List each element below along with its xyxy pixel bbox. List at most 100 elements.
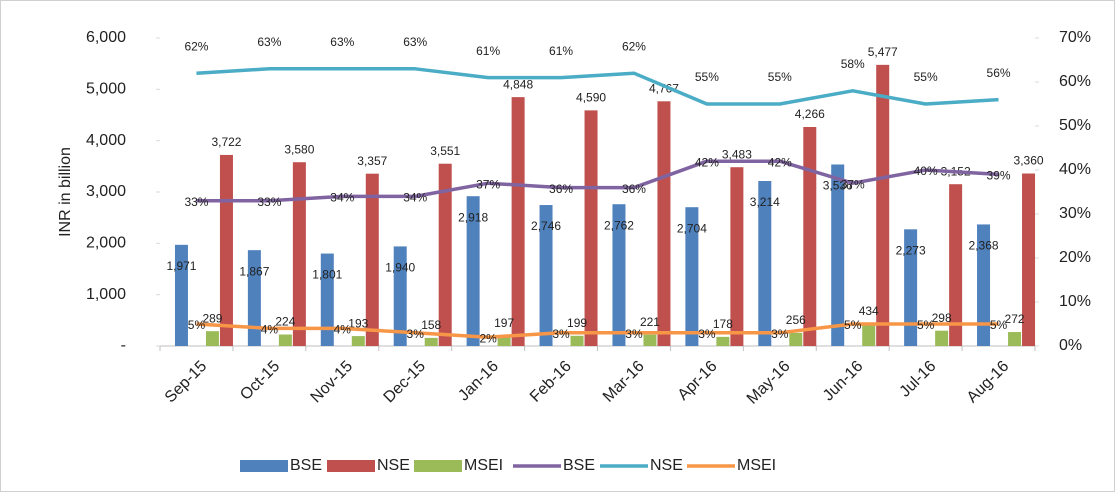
line-value-label: 40% [914, 164, 938, 178]
bar-value-label: 2,918 [458, 210, 488, 224]
bar [789, 332, 803, 346]
bar-value-label: 289 [202, 311, 222, 325]
bar-value-label: 4,767 [649, 81, 679, 95]
bar-value-label: 298 [932, 311, 952, 325]
line-value-label: 62% [622, 39, 646, 53]
bar [977, 224, 991, 346]
bar [497, 335, 511, 346]
bar [643, 334, 657, 346]
line-value-label: 34% [330, 191, 354, 205]
line-value-label: 55% [768, 70, 792, 84]
legend-swatch [414, 460, 462, 472]
bar-value-label: 4,266 [795, 107, 825, 121]
bar-value-label: 2,273 [896, 243, 926, 257]
y2-tick-label: 60% [1059, 73, 1091, 90]
line-value-label: 3% [698, 327, 716, 341]
bar [320, 253, 334, 346]
line-value-label: 5% [990, 318, 1008, 332]
bar [876, 64, 890, 346]
bar-value-label: 224 [275, 315, 295, 329]
bar [803, 127, 817, 347]
bar-value-label: 3,580 [284, 142, 314, 156]
line-value-label: 33% [184, 195, 208, 209]
bar-value-label: 3,722 [211, 135, 241, 149]
bar [758, 181, 772, 346]
legend-label: BSE [563, 457, 595, 474]
bar-value-label: 193 [348, 316, 368, 330]
bar [292, 162, 306, 346]
line-value-label: 58% [841, 57, 865, 71]
line-value-label: 61% [549, 44, 573, 58]
bar-value-label: 1,801 [312, 268, 342, 282]
bar-value-label: 197 [494, 316, 514, 330]
line-value-label: 39% [987, 169, 1011, 183]
legend-label: NSE [650, 457, 683, 474]
bar [205, 331, 219, 346]
bar-value-label: 1,940 [385, 261, 415, 275]
line-value-label: 2% [479, 331, 497, 345]
line-value-label: 5% [917, 318, 935, 332]
bar-value-label: 2,762 [604, 218, 634, 232]
bar [935, 330, 949, 346]
line-value-label: 37% [841, 177, 865, 191]
bar-value-label: 3,360 [1014, 154, 1044, 168]
line-value-label: 42% [695, 155, 719, 169]
y2-tick-label: 40% [1059, 161, 1091, 178]
bar [570, 335, 584, 346]
y2-tick-label: 10% [1059, 293, 1091, 310]
line-value-label: 5% [188, 318, 206, 332]
bar [466, 196, 480, 346]
bar [904, 229, 918, 346]
legend-label: NSE [377, 457, 410, 474]
y-tick-label: - [121, 337, 126, 354]
y-tick-label: 6,000 [86, 29, 126, 46]
bar [424, 337, 438, 346]
line-value-label: 42% [768, 155, 792, 169]
bar [612, 204, 626, 346]
bar-value-label: 2,704 [677, 221, 707, 235]
bar-value-label: 178 [713, 317, 733, 331]
line-value-label: 33% [257, 195, 281, 209]
y2-tick-label: 20% [1059, 249, 1091, 266]
line-value-label: 56% [987, 66, 1011, 80]
line-value-label: 63% [330, 35, 354, 49]
line-value-label: 5% [844, 318, 862, 332]
y2-tick-label: 30% [1059, 205, 1091, 222]
bar [685, 207, 699, 346]
line-value-label: 62% [184, 39, 208, 53]
bar [1022, 173, 1036, 346]
bar [174, 244, 188, 346]
bar-value-label: 5,477 [868, 45, 898, 59]
bar-value-label: 4,590 [576, 91, 606, 105]
line-value-label: 4% [334, 323, 352, 337]
y-tick-label: 5,000 [86, 81, 126, 98]
line [196, 67, 999, 106]
bar [278, 334, 292, 346]
bar-value-label: 2,746 [531, 219, 561, 233]
bar [862, 323, 876, 346]
line-value-label: 36% [622, 182, 646, 196]
legend-swatch [327, 460, 375, 472]
bar [730, 167, 744, 346]
legend-label: MSEI [464, 457, 503, 474]
bar [219, 154, 233, 346]
bar [351, 336, 365, 346]
line-value-label: 3% [625, 327, 643, 341]
line-value-label: 3% [407, 327, 425, 341]
bar [438, 163, 452, 346]
bar-value-label: 221 [640, 315, 660, 329]
line-value-label: 3% [552, 327, 570, 341]
y-tick-label: 3,000 [86, 183, 126, 200]
bar [949, 184, 963, 346]
y-tick-label: 1,000 [86, 286, 126, 303]
line [196, 159, 999, 203]
line-value-label: 34% [403, 191, 427, 205]
y-axis-label: INR in billion [57, 147, 74, 237]
bar [831, 164, 845, 346]
bar-value-label: 2,368 [969, 239, 999, 253]
y2-tick-label: 70% [1059, 29, 1091, 46]
legend-label: MSEI [737, 457, 776, 474]
bar [584, 110, 598, 346]
bar-value-label: 158 [421, 318, 441, 332]
bar-value-label: 199 [567, 316, 587, 330]
